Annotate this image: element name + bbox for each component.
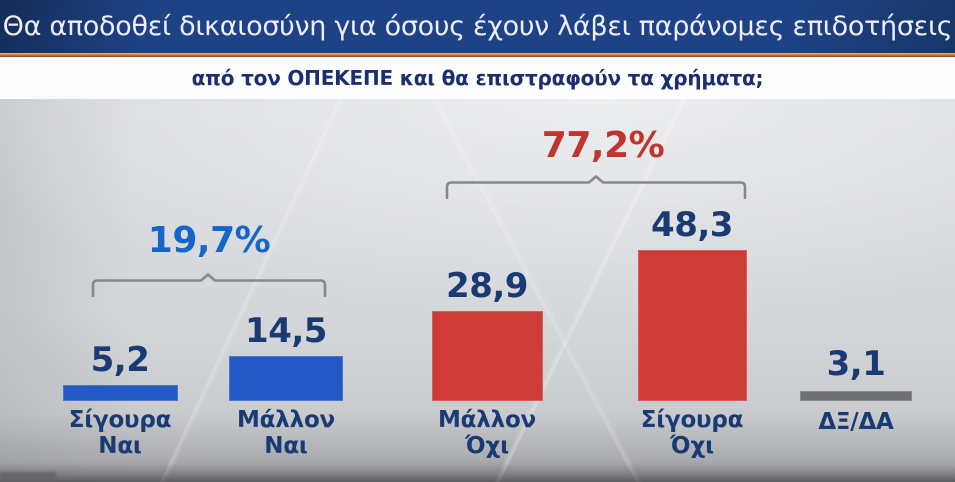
subtitle-bar: από τον ΟΠΕΚΕΠΕ και θα επιστραφούν τα χρ…	[0, 57, 955, 99]
page-title: Θα αποδοθεί δικαιοσύνη για όσους έχουν λ…	[2, 11, 953, 42]
category-line: Όχι	[465, 433, 509, 459]
yes-group-percentage: 19,7%	[147, 220, 271, 261]
bar-mallon-ochi	[432, 311, 543, 401]
value-label-mallon-nai: 14,5	[245, 311, 327, 351]
category-label-sigoura-nai: Σίγουρα Ναι	[20, 407, 220, 459]
orange-divider	[0, 53, 955, 57]
bar-sigoura-nai	[63, 385, 178, 401]
title-bar: Θα αποδοθεί δικαιοσύνη για όσους έχουν λ…	[0, 0, 955, 53]
category-label-mallon-nai: Μάλλον Ναι	[186, 407, 386, 459]
bottom-vignette	[0, 464, 955, 482]
category-line: Σίγουρα	[640, 407, 744, 433]
bar-dxda	[800, 391, 912, 401]
bar-sigoura-ochi	[638, 250, 747, 401]
page-subtitle: από τον ΟΠΕΚΕΠΕ και θα επιστραφούν τα χρ…	[191, 66, 764, 90]
category-label-mallon-ochi: Μάλλον Όχι	[387, 407, 587, 459]
no-group-bracket-icon	[445, 175, 747, 199]
bottom-left-shadow	[0, 472, 56, 482]
category-line: ΔΞ/ΔΑ	[818, 409, 894, 435]
value-label-dxda: 3,1	[826, 344, 886, 384]
value-label-sigoura-ochi: 48,3	[651, 205, 733, 245]
category-line: Μάλλον	[437, 407, 537, 433]
category-line: Ναι	[264, 433, 308, 459]
value-label-sigoura-nai: 5,2	[90, 340, 150, 380]
category-line: Όχι	[670, 433, 714, 459]
no-group-percentage: 77,2%	[541, 125, 665, 166]
category-line: Σίγουρα	[68, 407, 172, 433]
category-line: Ναι	[98, 433, 142, 459]
value-label-mallon-ochi: 28,9	[446, 266, 528, 306]
category-line: Μάλλον	[236, 407, 336, 433]
bar-mallon-nai	[229, 356, 343, 401]
category-label-dxda: ΔΞ/ΔΑ	[756, 409, 955, 435]
yes-group-bracket-icon	[91, 273, 327, 297]
category-label-sigoura-ochi: Σίγουρα Όχι	[592, 407, 792, 459]
